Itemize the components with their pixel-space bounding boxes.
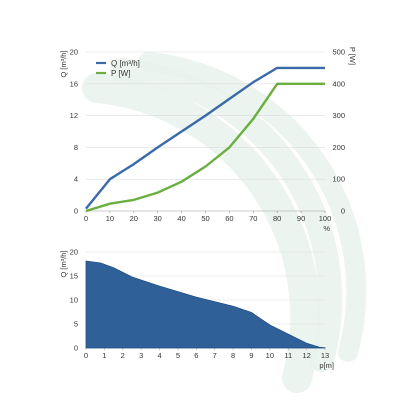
x-tick-label: 6 [194,351,198,360]
x-tick-label: 7 [213,351,217,360]
legend-label: Q [m³/h] [111,59,140,68]
watermark-arc [82,73,321,393]
series-line-p [85,82,325,213]
x-axis-label: p[m] [319,361,334,370]
x-tick-label: 40 [177,214,185,223]
x-tick-label: 3 [139,351,143,360]
y-right-axis-label: P [W] [348,47,357,65]
y-left-tick-label: 16 [70,79,78,88]
legend-label: P [W] [111,69,130,78]
y-tick-label: 10 [70,296,78,305]
y-tick-label: 20 [70,248,78,257]
y-left-tick-label: 12 [70,111,78,120]
x-tick-label: 9 [249,351,253,360]
x-tick-label: 5 [176,351,180,360]
watermark-arc [138,52,367,362]
x-tick-label: 30 [154,214,162,223]
x-tick-label: 10 [106,214,114,223]
x-tick-label: 70 [249,214,257,223]
y-tick-label: 5 [74,320,78,329]
series-line-q [85,66,325,210]
watermark-arc [110,58,343,372]
x-tick-label: 80 [273,214,281,223]
y-tick-label: 0 [74,344,78,353]
x-tick-label: 4 [157,351,161,360]
x-tick-label: 10 [266,351,274,360]
y-right-tick-label: 200 [332,143,345,152]
x-tick-label: 13 [321,351,329,360]
watermark-logo [82,52,367,393]
x-tick-label: 12 [302,351,310,360]
y-right-tick-label: 100 [332,175,345,184]
y-left-tick-label: 8 [74,143,78,152]
x-tick-label: 60 [225,214,233,223]
x-tick-label: 0 [84,214,88,223]
x-tick-label: 20 [130,214,138,223]
y-tick-label: 15 [70,272,78,281]
y-left-axis-label: Q [m³/h] [59,50,68,77]
x-tick-label: 0 [84,351,88,360]
x-axis-label: % [323,224,330,233]
y-axis-label: Q [m³/h] [59,250,68,277]
y-right-tick-label: 300 [332,111,345,120]
x-tick-label: 2 [121,351,125,360]
y-right-tick-label: 500 [332,48,345,57]
x-tick-label: 8 [231,351,235,360]
x-tick-label: 100 [319,214,332,223]
y-left-tick-label: 4 [74,175,78,184]
y-left-tick-label: 20 [70,48,78,57]
y-right-tick-label: 0 [341,207,345,216]
y-left-tick-label: 0 [74,207,78,216]
area-fill [85,260,326,349]
x-tick-label: 11 [284,351,292,360]
x-tick-label: 1 [102,351,106,360]
y-right-tick-label: 400 [332,79,345,88]
x-tick-label: 90 [297,214,305,223]
x-tick-label: 50 [201,214,209,223]
